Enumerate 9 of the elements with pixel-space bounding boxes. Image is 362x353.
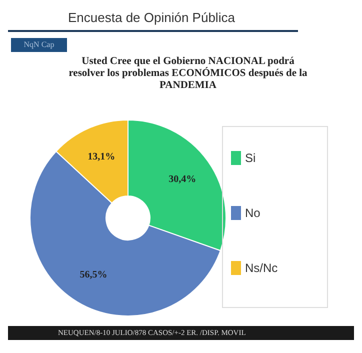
data-label: 56,5% <box>80 270 108 281</box>
data-label: 30,4% <box>168 174 196 186</box>
legend-label: Si <box>245 151 256 165</box>
legend-label: Ns/Nc <box>245 261 278 275</box>
chart-title: Usted Cree que el Gobierno NACIONAL podrá resolver los problemas ECONÓMICOS después de la PANDEMIA <box>68 56 308 92</box>
chart-subtitle: Encuesta de Opinión Pública <box>68 10 235 25</box>
text: NqN Cap <box>11 38 67 52</box>
data-label: 13,1% <box>88 151 116 162</box>
legend-label: No <box>245 206 261 220</box>
